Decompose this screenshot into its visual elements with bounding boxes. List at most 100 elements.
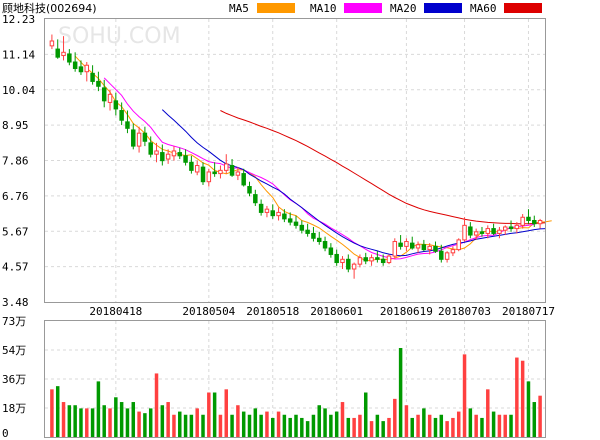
candle-body	[357, 257, 363, 265]
candle-body	[502, 226, 508, 231]
candle	[409, 236, 415, 250]
candle	[392, 238, 398, 258]
candle	[537, 218, 543, 229]
legend-ma10-swatch	[344, 3, 382, 13]
candle-body	[514, 224, 520, 230]
candle-body	[398, 242, 403, 247]
volume-bar	[195, 408, 199, 437]
candle-body	[72, 61, 78, 69]
volume-bar	[329, 414, 333, 437]
volume-bars	[50, 348, 542, 437]
watermark: SOHU.COM	[58, 24, 181, 49]
volume-bar	[491, 411, 496, 437]
candle-body	[131, 129, 136, 147]
candle-body	[328, 247, 334, 255]
candle	[468, 222, 473, 239]
volume-bar	[253, 408, 258, 437]
volume-bar	[236, 405, 240, 437]
candle-body	[171, 150, 177, 157]
volume-bar	[503, 414, 507, 437]
volume-bar	[212, 392, 217, 437]
candle	[119, 102, 124, 126]
candle	[229, 159, 235, 177]
candle-body	[160, 152, 165, 162]
candle-body	[218, 169, 223, 175]
candle	[148, 136, 153, 158]
date-axis: 20180418 20180504 20180518 20180601 20180619…	[89, 305, 555, 318]
candle-body	[224, 163, 229, 171]
volume-bar	[218, 414, 223, 437]
volume-bar	[166, 402, 170, 437]
volume-bar	[148, 408, 153, 437]
volume-bar	[201, 414, 205, 437]
volume-bar	[73, 405, 77, 437]
date-tick-label: 20180619	[380, 305, 433, 318]
volume-bar	[323, 408, 327, 437]
candle-body	[101, 87, 107, 102]
candle	[276, 207, 281, 221]
volume-bar	[497, 414, 502, 437]
candle	[427, 243, 432, 255]
candle-body	[444, 252, 450, 260]
candle	[386, 254, 392, 265]
candle-body	[456, 239, 461, 251]
candle	[282, 209, 287, 223]
candle-body	[293, 221, 299, 226]
candle	[235, 167, 241, 181]
candle-body	[473, 231, 479, 236]
legend-ma60-label: MA60	[470, 2, 497, 15]
candle-body	[537, 219, 543, 225]
volume-bar	[189, 414, 194, 437]
candle-body	[427, 245, 432, 251]
candle-body	[189, 161, 194, 171]
legend-ma60-swatch	[504, 3, 542, 13]
candle	[520, 214, 525, 229]
volume-bar	[160, 405, 165, 437]
volume-bar	[131, 402, 136, 437]
candle	[247, 181, 252, 197]
candle-body	[276, 211, 281, 217]
ma-line-ma5	[74, 55, 552, 262]
candle	[287, 212, 293, 226]
volume-bar	[183, 414, 188, 437]
candle	[502, 225, 508, 236]
candle	[218, 165, 223, 179]
volume-bar	[427, 414, 432, 437]
volume-bar	[125, 408, 130, 437]
volume-bar	[247, 414, 252, 437]
volume-bar	[90, 408, 95, 437]
candle-body	[421, 244, 427, 251]
volume-bar	[369, 421, 374, 437]
candle	[311, 226, 316, 242]
candle-body	[299, 224, 305, 231]
candle-body	[84, 64, 90, 73]
volume-bar	[358, 414, 362, 437]
candle	[351, 262, 357, 279]
volume-axis: 73万 54万 36万 18万 0	[2, 315, 26, 440]
candle	[317, 231, 322, 245]
volume-bar	[387, 417, 391, 437]
candle	[369, 254, 374, 266]
candle-body	[177, 152, 183, 157]
candle	[241, 168, 246, 187]
volume-bar	[352, 417, 356, 437]
candle-body	[282, 213, 287, 220]
candle	[224, 154, 229, 174]
candle	[55, 39, 60, 59]
volume-bar	[241, 411, 246, 437]
candle	[334, 249, 339, 266]
volume-bar	[515, 357, 519, 437]
candle-body	[386, 255, 392, 264]
candle-body	[253, 194, 258, 204]
volume-bar	[433, 417, 438, 437]
date-tick-label: 20180601	[310, 305, 363, 318]
candle	[113, 92, 119, 116]
candle-body	[392, 241, 398, 257]
candle	[67, 49, 72, 66]
candle	[433, 241, 438, 253]
volume-bar	[456, 411, 461, 437]
candle-body	[508, 226, 514, 230]
date-tick-label: 20180703	[438, 305, 491, 318]
candle-body	[369, 257, 374, 262]
